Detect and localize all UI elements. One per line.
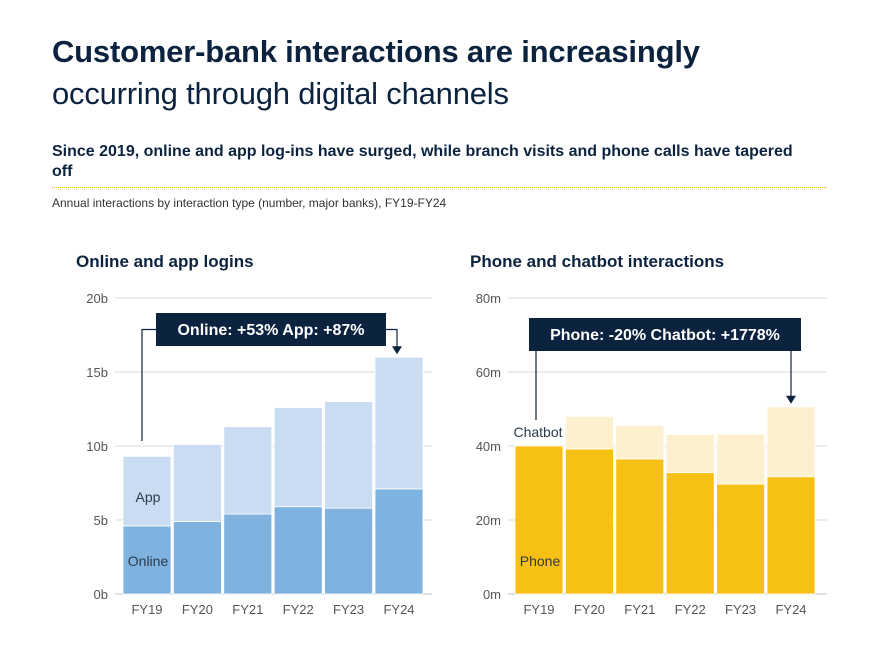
- logins-annotation-arrow-icon: [392, 346, 402, 355]
- phone-x-tick-label-5: FY24: [775, 602, 806, 617]
- logins-annotation-connector-left: [141, 328, 156, 441]
- logins-annotation-connector-right: [386, 328, 398, 349]
- phone-annotation-arrow-icon: [786, 395, 796, 404]
- phone-bar-chatbot-fy23: [716, 433, 765, 485]
- logins-series-label-app: App: [136, 489, 161, 505]
- logins-series-label-online: Online: [128, 553, 169, 569]
- logins-y-tick-label-0: 0b: [94, 587, 108, 602]
- phone-bar-phone-fy22: [665, 472, 715, 595]
- phone-x-tick-label-0: FY19: [523, 602, 554, 617]
- phone-annotation-box: [529, 318, 801, 351]
- phone-bar-chatbot-fy21: [615, 425, 665, 460]
- logins-bar-app-fy20: [172, 444, 222, 522]
- logins-bar-online-fy24: [374, 488, 424, 595]
- phone-x-tick-label-3: FY22: [675, 602, 706, 617]
- phone-bar-phone-fy20: [565, 448, 614, 595]
- phone-bar-phone-fy23: [716, 483, 765, 595]
- phone-y-tick-label-3: 60m: [476, 365, 501, 380]
- phone-x-tick-label-2: FY21: [624, 602, 655, 617]
- logins-x-tick-label-2: FY21: [232, 602, 263, 617]
- logins-y-tick-label-1: 5b: [94, 513, 108, 528]
- phone-y-tick-label-4: 80m: [476, 291, 501, 306]
- logins-bar-app-fy21: [223, 426, 273, 515]
- page-title-continuation: occurring through digital channels: [52, 76, 509, 111]
- phone-bar-phone-fy24: [766, 476, 816, 595]
- dotted-divider: [52, 187, 827, 188]
- logins-x-tick-label-4: FY23: [333, 602, 364, 617]
- phone-bar-chatbot-fy20: [565, 415, 614, 450]
- logins-bar-app-fy24: [374, 356, 424, 490]
- logins-bar-online-fy22: [273, 506, 323, 595]
- panel-title-logins: Online and app logins: [76, 252, 254, 271]
- logins-bar-online-fy23: [324, 507, 374, 595]
- page-title: Customer-bank interactions are increasin…: [52, 34, 700, 69]
- phone-bar-phone-fy19: [514, 445, 564, 595]
- logins-bar-online-fy21: [223, 513, 273, 595]
- chart-caption: Annual interactions by interaction type …: [52, 196, 447, 210]
- phone-x-tick-label-1: FY20: [574, 602, 605, 617]
- phone-x-tick-label-4: FY23: [725, 602, 756, 617]
- logins-bar-online-fy20: [172, 521, 222, 595]
- logins-y-tick-label-2: 10b: [86, 439, 108, 454]
- logins-x-tick-label-1: FY20: [182, 602, 213, 617]
- phone-bar-chatbot-fy22: [665, 434, 715, 474]
- phone-series-label-chatbot: Chatbot: [513, 424, 562, 440]
- logins-bar-app-fy22: [273, 407, 323, 508]
- phone-y-tick-label-1: 20m: [476, 513, 501, 528]
- phone-annotation-text: Phone: -20% Chatbot: +1778%: [550, 327, 780, 344]
- logins-bar-app-fy23: [324, 401, 374, 509]
- logins-annotation-box: [156, 313, 386, 346]
- chart-subtitle: Since 2019, online and app log-ins have …: [52, 143, 793, 180]
- phone-bar-phone-fy21: [615, 458, 665, 595]
- logins-bar-app-fy19: [122, 455, 172, 527]
- logins-x-tick-label-5: FY24: [383, 602, 414, 617]
- logins-x-tick-label-3: FY22: [283, 602, 314, 617]
- logins-y-tick-label-3: 15b: [86, 365, 108, 380]
- panel-title-phone: Phone and chatbot interactions: [470, 252, 725, 271]
- logins-bar-online-fy19: [122, 525, 172, 595]
- phone-y-tick-label-0: 0m: [483, 587, 501, 602]
- logins-x-tick-label-0: FY19: [131, 602, 162, 617]
- logins-y-tick-label-4: 20b: [86, 291, 108, 306]
- phone-series-label-phone: Phone: [520, 553, 561, 569]
- logins-annotation-text: Online: +53% App: +87%: [177, 322, 364, 339]
- phone-y-tick-label-2: 40m: [476, 439, 501, 454]
- phone-bar-chatbot-fy24: [766, 406, 816, 478]
